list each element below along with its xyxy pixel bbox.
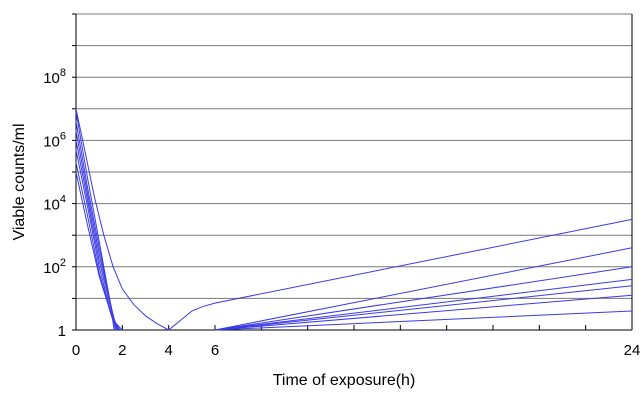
- x-tick-labels: 0 2 4 6 24: [72, 342, 641, 359]
- y-tick-label: 108: [43, 67, 66, 87]
- x-tick-label: 6: [211, 342, 219, 359]
- series-line-11: [214, 278, 633, 331]
- series-line-10: [214, 266, 633, 331]
- x-axis-title: Time of exposure(h): [273, 372, 416, 389]
- x-tick-label: 4: [164, 342, 172, 359]
- series-line-7: [75, 171, 123, 331]
- y-tick-label: 102: [43, 257, 66, 277]
- y-tick-label: 1: [58, 323, 66, 340]
- y-tick-label: 106: [43, 130, 66, 150]
- series-line-4: [75, 140, 119, 331]
- series-line-13: [214, 294, 633, 331]
- series-line-12: [214, 285, 633, 331]
- series-line-14: [214, 310, 633, 331]
- series-line-8: [75, 108, 633, 331]
- series-lines: [75, 108, 633, 331]
- grid-lines: [76, 13, 632, 299]
- x-tick-label: 2: [118, 342, 126, 359]
- y-axis-title: Viable counts/ml: [11, 123, 28, 240]
- y-tick-label: 104: [43, 194, 66, 214]
- x-tick-label: 0: [72, 342, 80, 359]
- series-line-5: [75, 149, 120, 331]
- y-tick-labels: 1 102 104 106 108: [43, 67, 66, 340]
- series-line-9: [214, 247, 633, 331]
- x-tick-label: 24: [624, 342, 641, 359]
